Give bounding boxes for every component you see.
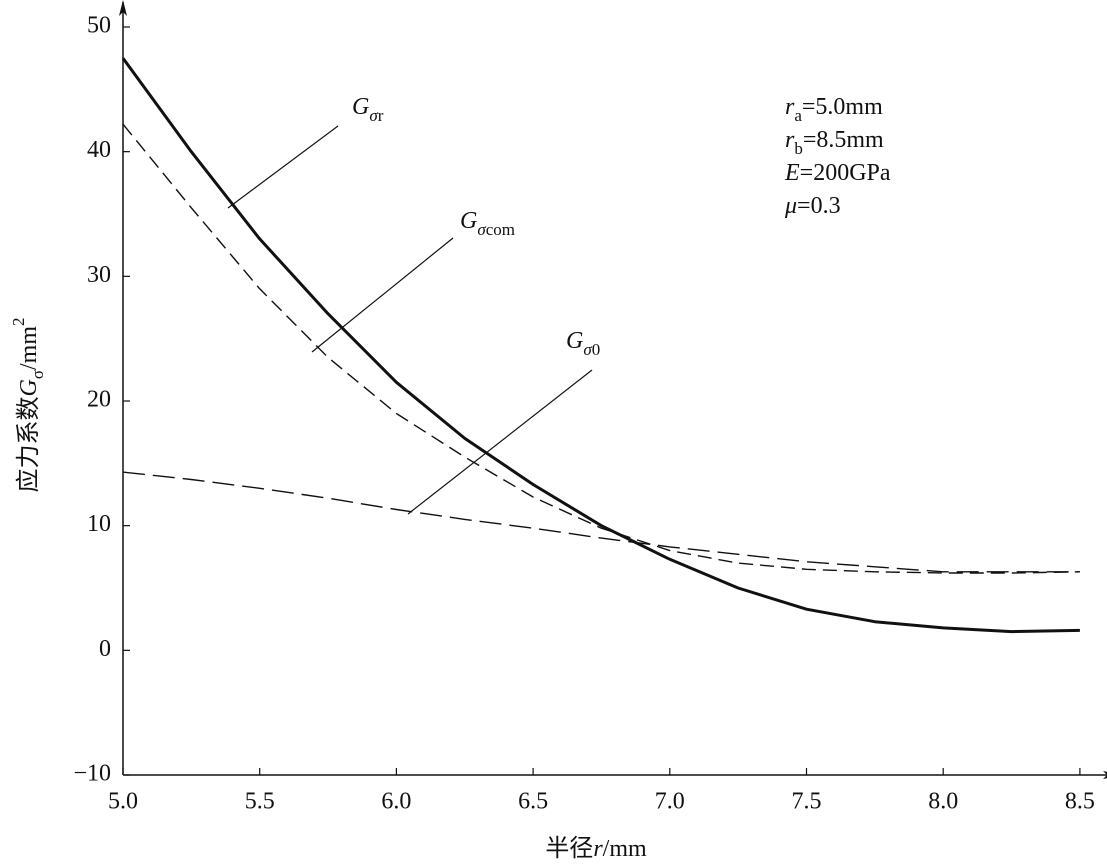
- x-tick-label: 6.0: [381, 789, 411, 815]
- y-tick-label: 50: [87, 13, 111, 39]
- x-tick-label: 8.5: [1065, 789, 1095, 815]
- annotation: rb=8.5mm: [785, 127, 884, 159]
- series-label: Gσ0: [566, 328, 600, 360]
- annotation: ra=5.0mm: [785, 94, 883, 126]
- series-label: Gσcom: [460, 208, 515, 240]
- series-line: [122, 123, 1080, 574]
- annotation: E=200GPa: [784, 160, 891, 186]
- y-axis-label: 应力系数Gσ/mm2: [9, 317, 47, 492]
- y-tick-label: 40: [87, 137, 111, 163]
- leader-line: [311, 237, 454, 353]
- leader-line: [227, 125, 339, 209]
- y-axis-arrow: [119, 0, 127, 16]
- y-tick-label: 10: [87, 511, 111, 537]
- series-line: [122, 471, 1080, 573]
- series-label: Gσr: [352, 94, 384, 126]
- y-tick-label: 0: [99, 636, 111, 662]
- x-axis-label: 半径r/mm: [545, 835, 647, 862]
- x-tick-label: 7.0: [655, 789, 685, 815]
- y-tick-label: −10: [73, 761, 111, 787]
- x-tick-label: 6.5: [518, 789, 548, 815]
- x-tick-label: 5.0: [108, 789, 138, 815]
- x-tick-label: 8.0: [928, 789, 958, 815]
- y-tick-label: 30: [87, 262, 111, 288]
- series-line: [121, 57, 1080, 634]
- x-tick-label: 5.5: [245, 789, 275, 815]
- annotation: μ=0.3: [784, 193, 841, 219]
- leader-line: [407, 369, 593, 515]
- y-tick-label: 20: [87, 387, 111, 413]
- x-tick-label: 7.5: [792, 789, 822, 815]
- x-axis-arrow: [1103, 771, 1107, 779]
